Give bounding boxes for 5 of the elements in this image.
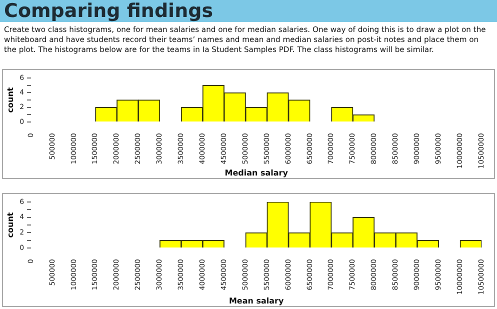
chart-title: Comparing findings [0, 0, 497, 22]
x-axis-title: Mean salary [228, 296, 284, 306]
y-axis-title: count [6, 87, 15, 113]
y-axis-title: count [6, 212, 15, 238]
x-axis-title: Median salary [224, 168, 289, 178]
